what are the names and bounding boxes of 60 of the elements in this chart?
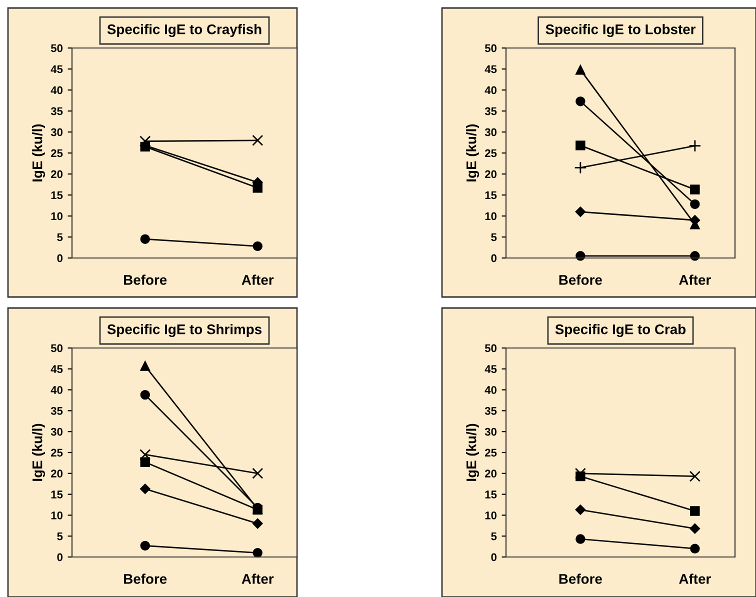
y-tick-label: 15	[51, 490, 63, 498]
y-tick-label: 0	[491, 553, 497, 562]
y-tick-label: 20	[485, 170, 497, 178]
x-tick-label: Before	[124, 274, 167, 285]
y-tick-label: 20	[51, 170, 63, 178]
y-axis-title: IgE (ku/l)	[32, 424, 46, 481]
y-tick-label: 0	[57, 553, 63, 562]
y-tick-label: 0	[57, 254, 63, 262]
y-tick-label: 25	[485, 448, 497, 457]
y-tick-label: 50	[484, 44, 497, 52]
y-tick-label: 35	[484, 107, 497, 116]
y-tick-label: 5	[491, 532, 497, 540]
y-tick-label: 40	[484, 86, 497, 94]
y-tick-label: 25	[51, 149, 63, 158]
y-tick-label: 30	[484, 128, 497, 136]
y-tick-label: 10	[485, 212, 497, 220]
y-tick-label: 25	[485, 149, 497, 158]
y-tick-label: 30	[50, 128, 63, 136]
chart-title: Specific IgE to Shrimps	[107, 324, 262, 338]
x-tick-label: Before	[559, 574, 602, 584]
y-tick-label: 45	[484, 365, 497, 374]
y-tick-label: 35	[50, 406, 63, 415]
chart-title: Specific IgE to Crayfish	[107, 24, 262, 38]
y-tick-label: 15	[485, 191, 497, 200]
y-tick-label: 40	[50, 86, 63, 94]
chart-title: Specific IgE to Crab	[555, 324, 686, 338]
y-axis-title: IgE (ku/l)	[466, 124, 480, 182]
y-tick-label: 10	[51, 511, 63, 520]
y-tick-label: 0	[491, 254, 497, 262]
chart-title: Specific IgE to Lobster	[546, 24, 696, 38]
y-tick-label: 35	[50, 107, 63, 116]
x-tick-label: Before	[559, 274, 602, 285]
x-tick-label: Before	[124, 574, 167, 584]
y-tick-label: 50	[484, 344, 497, 352]
x-tick-label: After	[679, 574, 711, 584]
y-tick-label: 25	[51, 448, 63, 457]
y-tick-label: 15	[485, 490, 497, 498]
y-tick-label: 35	[484, 406, 497, 415]
y-tick-label: 5	[491, 233, 497, 242]
y-tick-label: 50	[50, 344, 63, 352]
y-tick-label: 50	[50, 44, 63, 52]
x-tick-label: After	[679, 274, 711, 285]
y-tick-label: 30	[484, 428, 497, 436]
y-tick-label: 45	[50, 65, 63, 74]
y-tick-label: 10	[485, 511, 497, 520]
y-tick-label: 5	[57, 532, 63, 540]
y-axis-title: IgE (ku/l)	[466, 424, 480, 481]
y-tick-label: 45	[484, 65, 497, 74]
y-tick-label: 30	[50, 428, 63, 436]
y-tick-label: 40	[50, 386, 63, 394]
y-axis-title: IgE (ku/l)	[32, 124, 46, 182]
y-tick-label: 45	[50, 365, 63, 374]
y-tick-label: 40	[484, 386, 497, 394]
y-tick-label: 20	[485, 470, 497, 478]
x-tick-label: After	[242, 274, 274, 285]
y-tick-label: 10	[51, 212, 63, 220]
y-tick-label: 5	[57, 233, 63, 242]
y-tick-label: 20	[51, 470, 63, 478]
y-tick-label: 15	[51, 191, 63, 200]
x-tick-label: After	[242, 574, 274, 584]
